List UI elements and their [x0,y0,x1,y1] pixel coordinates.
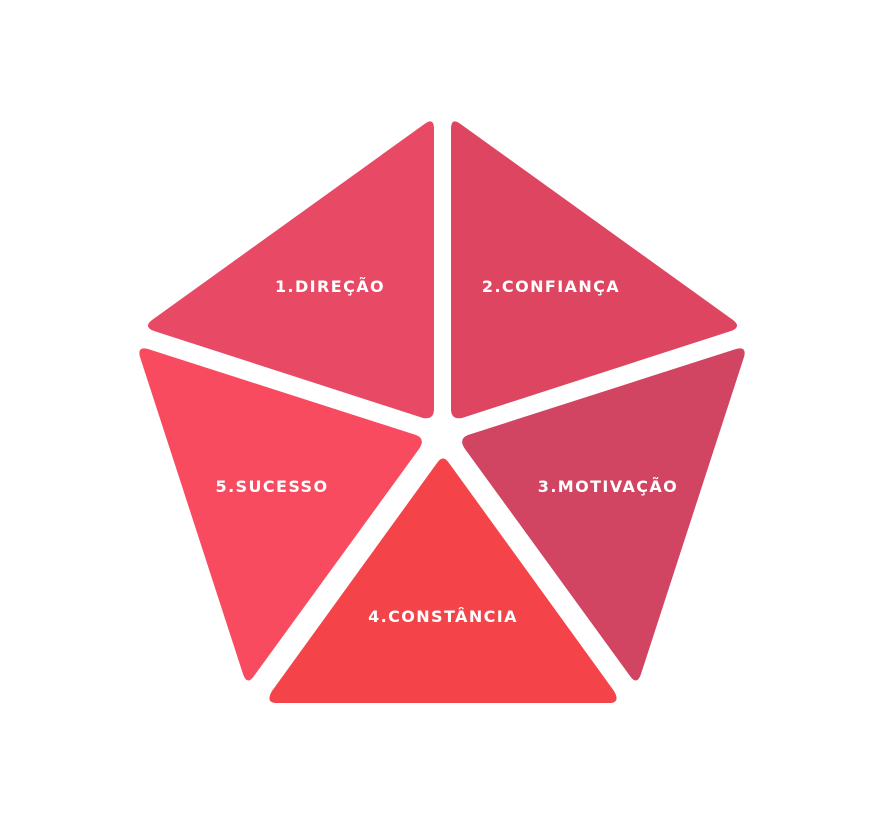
segment-label-direcao: 1.DIREÇÃO [275,277,385,296]
segment-shape-confianca [451,121,738,419]
segment-shape-direcao [147,121,434,419]
segment-label-sucesso: 5.SUCESSO [216,477,329,496]
segment-label-confianca: 2.CONFIANÇA [482,277,620,296]
segment-shape-constancia [269,458,617,703]
segment-shape-motivacao [462,348,745,681]
segment-label-constancia: 4.CONSTÂNCIA [368,607,518,626]
segment-sucesso: 5.SUCESSO [139,348,422,681]
segment-label-motivacao: 3.MOTIVAÇÃO [538,477,678,496]
segment-constancia: 4.CONSTÂNCIA [269,458,617,703]
segment-motivacao: 3.MOTIVAÇÃO [462,348,745,681]
segment-direcao: 1.DIREÇÃO [147,121,434,419]
segment-shape-sucesso [139,348,422,681]
segment-confianca: 2.CONFIANÇA [451,121,738,419]
